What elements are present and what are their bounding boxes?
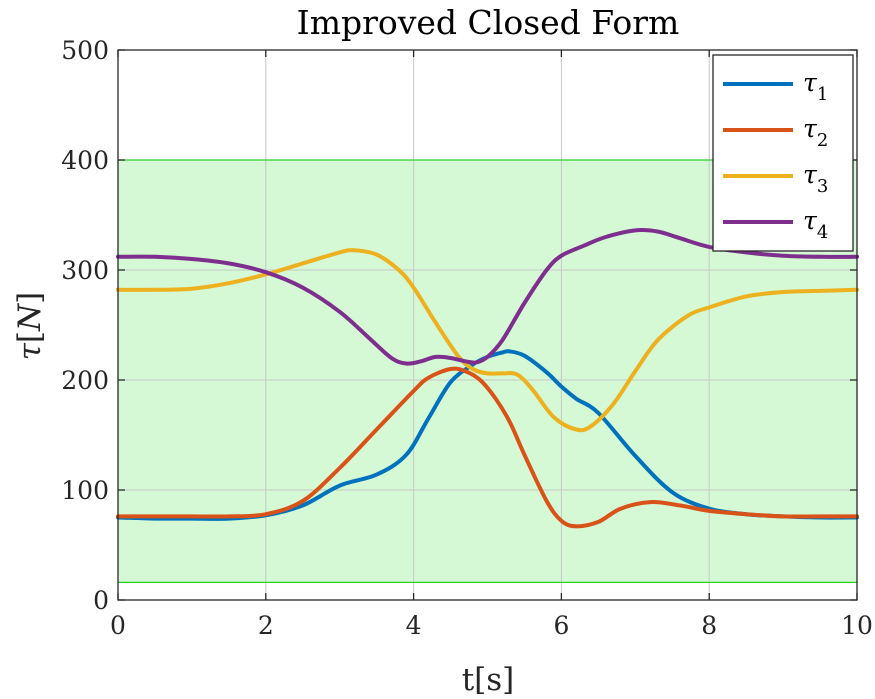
- series-lines: [116, 228, 859, 529]
- legend-label-subscript: 2: [817, 130, 828, 151]
- chart-title: Improved Closed Form: [297, 3, 680, 42]
- ticks: [117, 49, 858, 601]
- legend-label-symbol: τ: [803, 206, 818, 235]
- x-tick-label: 8: [701, 611, 717, 640]
- y-axis-label: τ[N]: [12, 292, 48, 361]
- x-tick-label: 10: [841, 611, 873, 640]
- series-line-tau4: [116, 228, 859, 366]
- legend-label-tau1: τ1: [803, 68, 828, 105]
- y-tick-label: 0: [93, 586, 109, 615]
- y-axis-label-unit: N: [12, 302, 48, 332]
- series-line-tau2: [116, 366, 859, 529]
- legend-label-tau2: τ2: [803, 114, 828, 151]
- axes-box: [117, 49, 858, 601]
- x-tick-label: 2: [258, 611, 274, 640]
- x-tick-label: 0: [110, 611, 126, 640]
- y-tick-label: 400: [61, 146, 109, 175]
- legend-label-symbol: τ: [803, 68, 818, 97]
- legend-label-subscript: 1: [817, 84, 828, 105]
- x-tick-label: 4: [406, 611, 422, 640]
- series-line-tau3: [116, 248, 859, 433]
- y-axis-label-open-bracket: [: [12, 331, 48, 343]
- x-tick-label: 6: [553, 611, 569, 640]
- legend-label-subscript: 3: [817, 176, 828, 197]
- y-tick-label: 200: [61, 366, 109, 395]
- x-axis-label: t[s]: [462, 662, 515, 698]
- legend-label-tau4: τ4: [803, 206, 828, 243]
- y-axis-label-close-bracket: ]: [12, 292, 48, 304]
- y-tick-label: 100: [61, 476, 109, 505]
- legend-label-symbol: τ: [803, 114, 818, 143]
- y-tick-labels: 0 100 200 300 400 500: [61, 36, 109, 615]
- legend-label-subscript: 4: [817, 222, 828, 243]
- y-tick-label: 500: [61, 36, 109, 65]
- y-axis-label-symbol: τ: [12, 342, 48, 360]
- legend-label-symbol: τ: [803, 160, 818, 189]
- legend-label-tau3: τ3: [803, 160, 828, 197]
- x-tick-labels: 0 2 4 6 8 10: [110, 611, 873, 640]
- legend-box: [712, 54, 854, 252]
- y-tick-label: 300: [61, 256, 109, 285]
